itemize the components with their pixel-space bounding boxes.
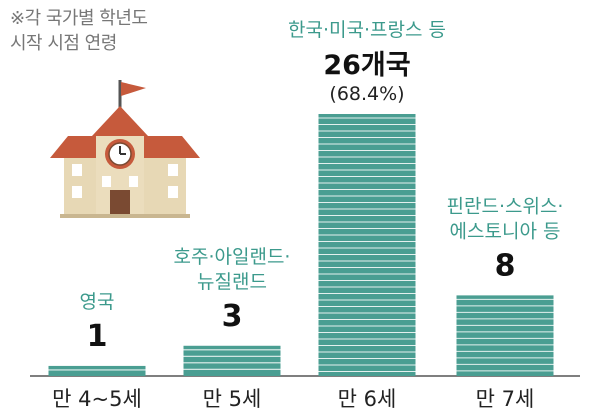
country-label: 호주·아일랜드· bbox=[174, 246, 291, 268]
data-label: 8 bbox=[495, 248, 516, 283]
data-label: 26개국 bbox=[323, 50, 410, 81]
bar-4 bbox=[456, 295, 554, 376]
country-label: 한국·미국·프랑스 등 bbox=[288, 19, 446, 41]
x-tick-label: 만 6세 bbox=[338, 387, 397, 411]
footnote-line-1: ※각 국가별 학년도 bbox=[10, 8, 148, 29]
school-building-icon bbox=[50, 80, 200, 218]
x-tick-label: 만 5세 bbox=[203, 387, 262, 411]
x-tick-label: 만 4~5세 bbox=[52, 387, 142, 411]
bar-1 bbox=[48, 365, 146, 376]
x-tick-label: 만 7세 bbox=[476, 387, 535, 411]
country-label: 핀란드·스위스· bbox=[447, 195, 564, 217]
footnote-line-2: 시작 시점 연령 bbox=[10, 33, 117, 54]
country-label: 뉴질랜드 bbox=[197, 271, 267, 293]
bar-3 bbox=[318, 114, 416, 376]
data-sublabel: (68.4%) bbox=[329, 83, 404, 105]
data-label: 1 bbox=[87, 319, 108, 354]
data-label: 3 bbox=[222, 299, 243, 334]
country-label: 에스토니아 등 bbox=[450, 220, 561, 242]
bar-2 bbox=[183, 345, 281, 376]
country-label: 영국 bbox=[80, 291, 115, 313]
footnote: ※각 국가별 학년도 시작 시점 연령 bbox=[10, 6, 148, 56]
